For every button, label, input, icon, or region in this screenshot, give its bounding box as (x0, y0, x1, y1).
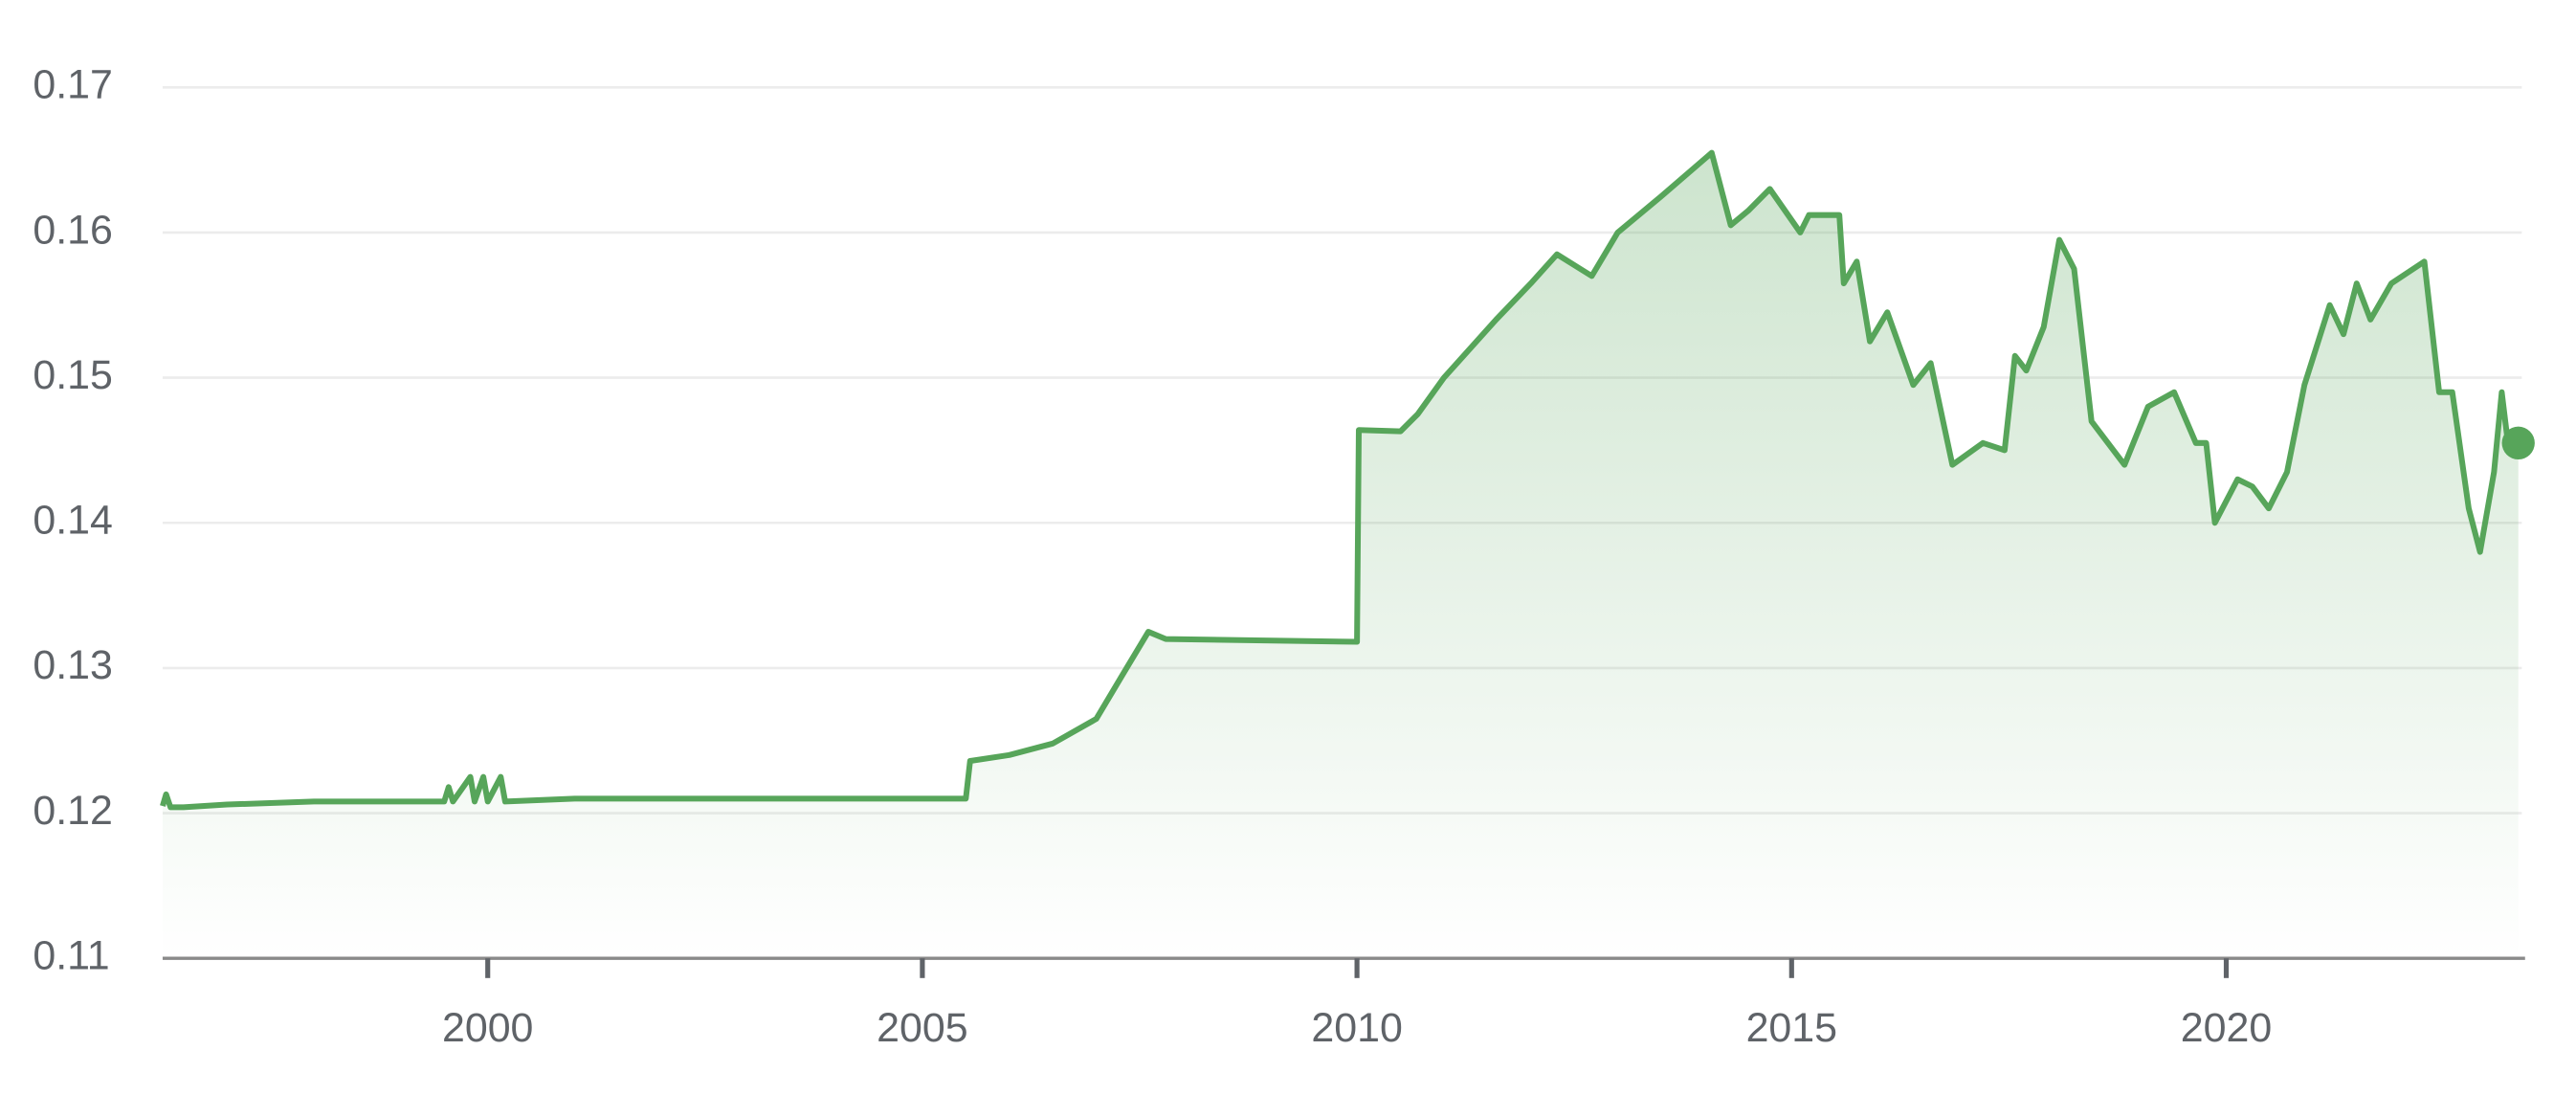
y-tick-label: 0.17 (33, 62, 113, 108)
y-tick-label: 0.16 (33, 207, 113, 253)
x-tick-label: 2015 (1746, 1005, 1837, 1051)
y-tick-label: 0.11 (33, 933, 109, 979)
y-tick-label: 0.13 (33, 642, 113, 688)
x-tick-label: 2000 (442, 1005, 533, 1051)
y-tick-label: 0.12 (33, 788, 113, 834)
y-tick-label: 0.14 (33, 498, 113, 544)
x-tick-label: 2010 (1311, 1005, 1402, 1051)
y-tick-label: 0.15 (33, 352, 113, 398)
x-tick-label: 2005 (877, 1005, 967, 1051)
line (160, 149, 2520, 811)
end-dot (2501, 426, 2535, 460)
area (162, 152, 2519, 959)
x-tick-label: 2020 (2181, 1005, 2272, 1051)
